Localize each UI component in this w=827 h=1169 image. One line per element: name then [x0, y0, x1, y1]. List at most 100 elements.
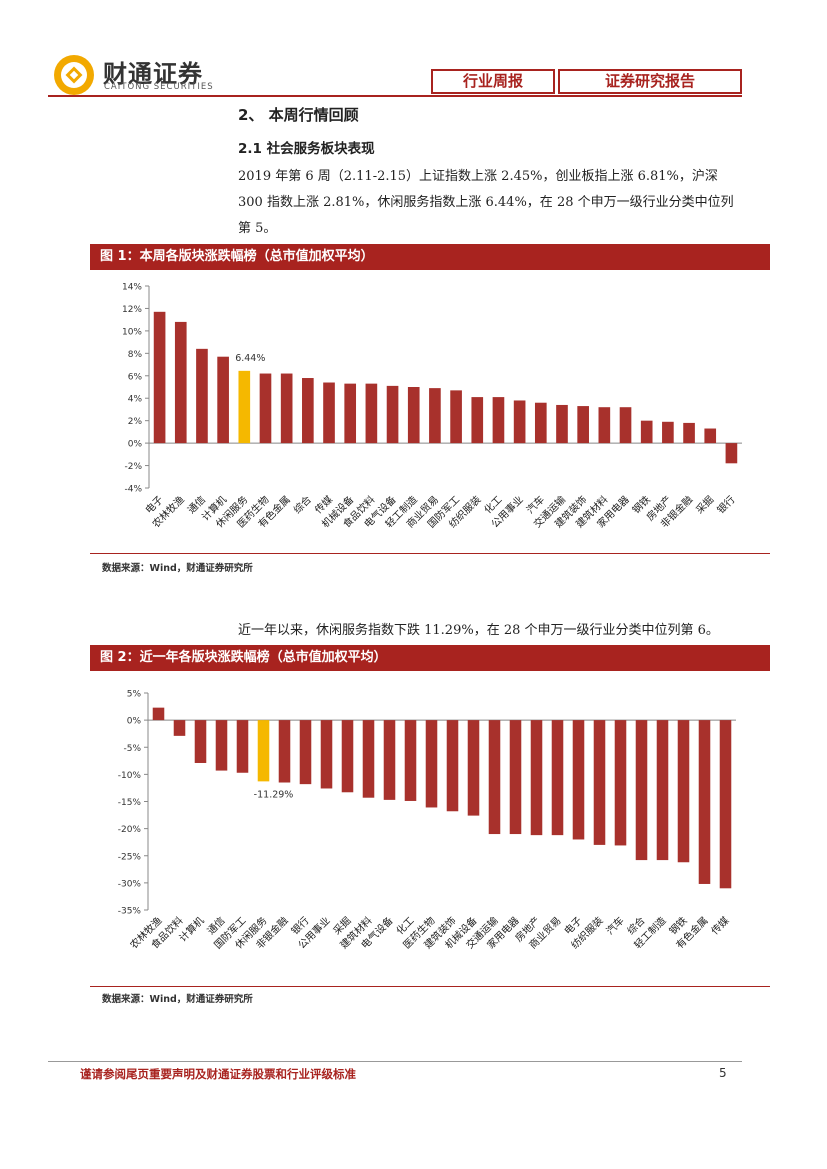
bar — [173, 720, 186, 736]
bar — [534, 402, 547, 444]
x-tick-label: 汽车 — [603, 914, 626, 937]
logo-text-cn: 财通证券 — [103, 59, 203, 88]
bar — [488, 720, 501, 835]
y-tick-label: -20% — [118, 825, 142, 835]
section-title: 2、 本周行情回顾 — [238, 106, 359, 124]
bar — [698, 720, 711, 884]
figure2-source: 数据来源：Wind，财通证券研究所 — [102, 994, 253, 1005]
y-tick-label: -4% — [124, 485, 142, 495]
report-category-tag: 证券研究报告 — [558, 69, 742, 94]
figure1-source: 数据来源：Wind，财通证券研究所 — [102, 563, 253, 574]
highlight-bar — [257, 720, 270, 782]
y-tick-label: 4% — [128, 395, 143, 405]
bar — [386, 385, 399, 444]
bar — [341, 720, 354, 793]
bar — [153, 311, 166, 444]
y-tick-label: -2% — [124, 462, 142, 472]
figure1-title: 图 1：本周各版块涨跌幅榜（总市值加权平均） — [90, 244, 770, 270]
bar — [383, 720, 396, 800]
bar — [598, 407, 611, 444]
bar — [467, 720, 480, 816]
x-tick-label: 传媒 — [709, 915, 732, 938]
figure2-title: 图 2：近一年各版块涨跌幅榜（总市值加权平均） — [90, 645, 770, 671]
bar — [152, 707, 165, 721]
y-tick-label: -15% — [118, 798, 142, 808]
bar — [407, 387, 420, 444]
y-tick-label: 10% — [122, 327, 142, 337]
bar — [551, 720, 564, 836]
bar — [450, 390, 462, 444]
bar — [640, 420, 653, 444]
bar — [344, 383, 357, 444]
y-tick-label: 12% — [122, 305, 142, 315]
bar — [320, 720, 333, 789]
bar — [323, 382, 335, 444]
footer-disclaimer: 谨请参阅尾页重要声明及财通证券股票和行业评级标准 — [80, 1067, 356, 1081]
bar — [259, 373, 272, 444]
caitong-logo-icon — [54, 55, 94, 95]
bar — [513, 400, 526, 444]
x-tick-label: 采掘 — [693, 493, 716, 516]
figure2-bottom-rule — [90, 986, 770, 987]
bar — [662, 421, 674, 444]
y-tick-label: 8% — [128, 350, 143, 360]
bar — [215, 720, 228, 771]
bar — [302, 378, 314, 444]
y-tick-label: 0% — [128, 440, 143, 450]
page-number: 5 — [719, 1066, 727, 1080]
bar — [619, 407, 632, 444]
y-tick-label: 2% — [128, 417, 143, 427]
bar — [593, 720, 606, 845]
bar — [425, 720, 438, 808]
bar — [299, 720, 312, 785]
header-divider — [48, 95, 742, 97]
bar — [677, 720, 690, 863]
bar — [446, 720, 459, 812]
bar — [614, 720, 627, 846]
highlight-value-label: 6.44% — [235, 353, 265, 364]
bar — [719, 720, 732, 889]
x-tick-label: 银行 — [714, 493, 737, 516]
y-tick-label: -10% — [118, 771, 142, 781]
y-tick-label: 14% — [122, 283, 142, 293]
bar — [683, 422, 695, 444]
bar — [194, 720, 207, 763]
bar — [509, 720, 522, 835]
figure2-chart: 5%0%-5%-10%-15%-20%-25%-30%-35%农林牧渔食品饮料计… — [118, 690, 736, 951]
bar — [196, 348, 208, 444]
highlight-bar — [238, 370, 251, 444]
bar — [471, 397, 484, 444]
x-tick-label: 综合 — [291, 493, 314, 516]
subsection-title: 2.1 社会服务板块表现 — [238, 141, 375, 157]
bar — [656, 720, 669, 861]
y-tick-label: -30% — [118, 879, 142, 889]
bar — [572, 720, 585, 840]
y-tick-label: -35% — [118, 907, 142, 917]
report-type-tag: 行业周报 — [431, 69, 555, 94]
bar — [362, 720, 375, 798]
paragraph-yearly-summary: 近一年以来，休闲服务指数下跌 11.29%，在 28 个申万一级行业分类中位列第… — [238, 623, 719, 638]
highlight-value-label: -11.29% — [254, 789, 294, 800]
y-tick-label: -5% — [123, 744, 141, 754]
bar — [280, 373, 293, 444]
bar — [725, 443, 738, 464]
bar — [174, 321, 187, 444]
figure1-bottom-rule — [90, 553, 770, 554]
bar — [556, 404, 568, 444]
bar — [635, 720, 648, 861]
bar — [236, 720, 249, 773]
bar — [404, 720, 417, 801]
bar — [577, 406, 589, 444]
y-tick-label: 0% — [127, 717, 142, 727]
y-tick-label: 5% — [127, 690, 142, 700]
bar — [704, 428, 717, 444]
logo-text-en: CAITONG SECURITIES — [104, 82, 214, 92]
y-tick-label: -25% — [118, 852, 142, 862]
bar — [530, 720, 543, 836]
bar — [429, 388, 441, 444]
bar — [365, 383, 378, 444]
bar — [217, 356, 229, 444]
y-tick-label: 6% — [128, 372, 143, 382]
bar — [492, 397, 505, 444]
